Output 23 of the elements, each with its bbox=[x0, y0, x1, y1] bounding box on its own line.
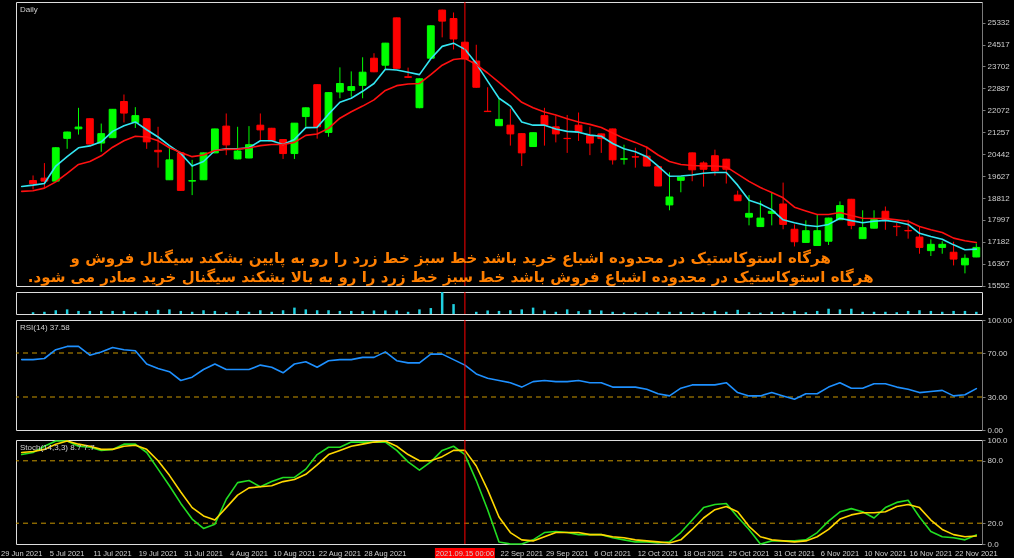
y-tick-label: 22887 bbox=[987, 83, 1011, 93]
y-tick-label: 0.00 bbox=[987, 425, 1004, 435]
y-tick-label: 17997 bbox=[987, 215, 1011, 225]
y-tick-label: 19627 bbox=[987, 171, 1011, 181]
y-tick-label: 21257 bbox=[987, 127, 1011, 137]
y-tick-label: 80.0 bbox=[987, 456, 1004, 466]
y-tick-label: 25332 bbox=[987, 18, 1011, 28]
y-tick-label: 23702 bbox=[987, 61, 1011, 71]
y-tick-label: 0.0 bbox=[987, 539, 1000, 549]
y-tick-label: 18812 bbox=[987, 193, 1011, 203]
chart-title: RSI(14) 37.58 bbox=[20, 323, 71, 332]
y-tick-label: 24517 bbox=[987, 40, 1011, 50]
y-tick-label: 20.0 bbox=[987, 518, 1004, 528]
y-tick-label: 30.00 bbox=[987, 392, 1009, 402]
y-tick-label: 100.0 bbox=[987, 435, 1009, 445]
y-tick-label: 17182 bbox=[987, 237, 1011, 247]
y-tick-label: 20442 bbox=[987, 149, 1011, 159]
chart-title: Daily bbox=[20, 5, 38, 14]
y-tick-label: 100.00 bbox=[987, 315, 1013, 325]
y-tick-label: 15552 bbox=[987, 281, 1011, 291]
y-tick-label: 22072 bbox=[987, 105, 1011, 115]
y-tick-label: 16367 bbox=[987, 259, 1011, 269]
y-tick-label: 70.00 bbox=[987, 348, 1009, 358]
